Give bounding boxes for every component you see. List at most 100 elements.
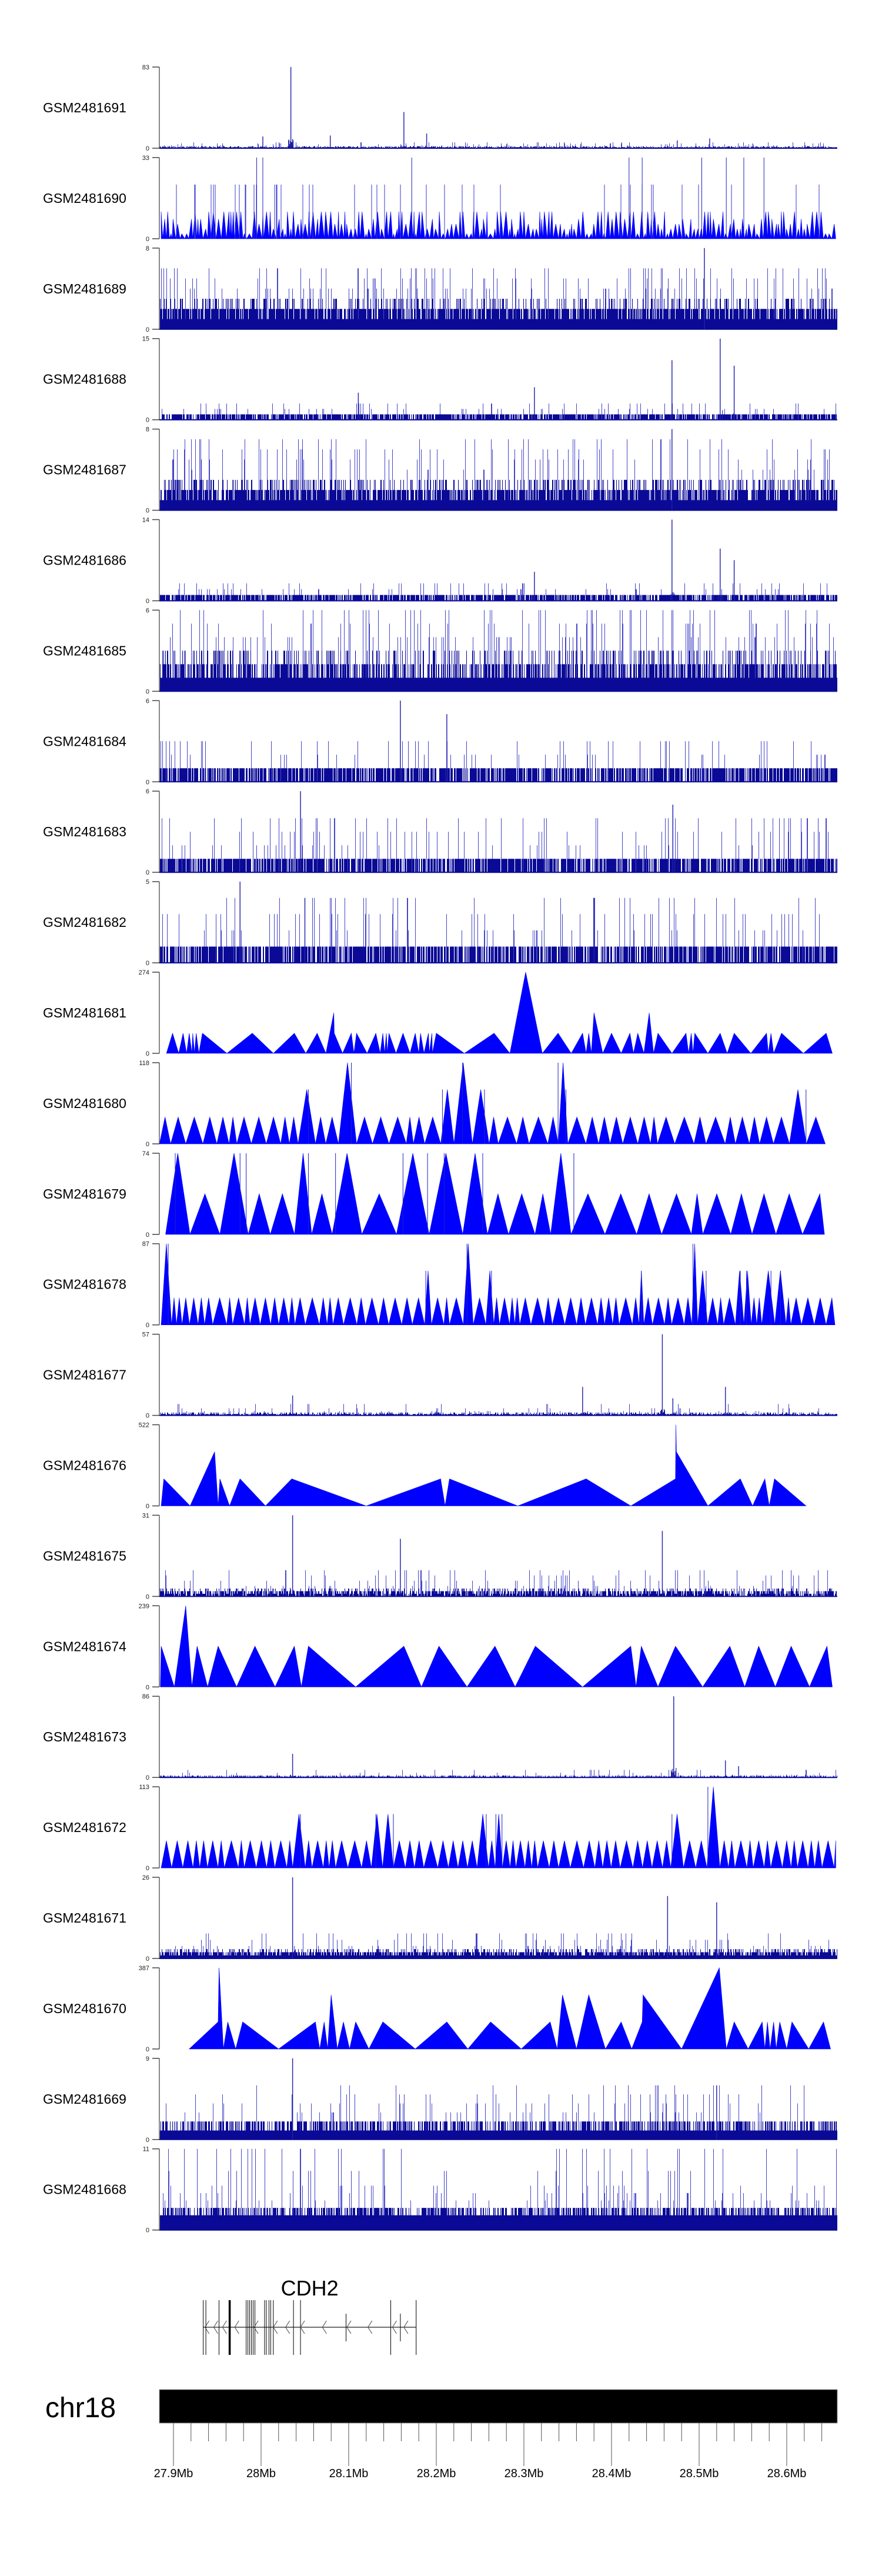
track-gsm2481679: GSM2481679 74 0 — [43, 1150, 825, 1239]
x-tick-label: 28.2Mb — [417, 2467, 456, 2480]
y-tick-label-max: 57 — [142, 1332, 149, 1339]
y-tick-label-zero: 0 — [146, 1503, 149, 1510]
y-tick-label-zero: 0 — [146, 1232, 149, 1239]
y-tick-label-max: 33 — [142, 155, 149, 162]
track-gsm2481687: GSM2481687 8 0 — [43, 426, 837, 515]
track-label: GSM2481689 — [43, 281, 126, 296]
y-tick-label-zero: 0 — [146, 960, 149, 967]
track-label: GSM2481685 — [43, 643, 126, 658]
coverage-bars — [160, 299, 837, 329]
coverage-area — [161, 211, 836, 240]
y-tick-label-max: 31 — [142, 1512, 149, 1519]
y-tick-label-zero: 0 — [146, 326, 149, 333]
strand-arrow-icon — [403, 2320, 409, 2334]
y-tick-label-zero: 0 — [146, 688, 149, 695]
track-gsm2481690: GSM2481690 33 0 — [43, 155, 836, 243]
track-label: GSM2481686 — [43, 553, 126, 568]
y-tick-label-zero: 0 — [146, 1774, 149, 1781]
coverage-area — [165, 1153, 825, 1235]
y-tick-label-max: 6 — [146, 698, 149, 705]
track-gsm2481689: GSM2481689 8 0 — [43, 245, 837, 333]
gene-track: CDH2 — [203, 2276, 417, 2355]
x-tick-label: 28.6Mb — [767, 2467, 807, 2480]
y-tick-label-max: 8 — [146, 426, 149, 433]
y-tick-label-zero: 0 — [146, 145, 149, 152]
track-label: GSM2481673 — [43, 1729, 126, 1744]
strand-arrow-icon — [392, 2320, 397, 2334]
y-tick-label-max: 6 — [146, 607, 149, 614]
track-label: GSM2481668 — [43, 2182, 126, 2197]
track-gsm2481672: GSM2481672 113 0 — [43, 1784, 836, 1872]
y-tick-label-zero: 0 — [146, 417, 149, 424]
x-tick-label: 28Mb — [246, 2467, 276, 2480]
track-label: GSM2481678 — [43, 1277, 126, 1292]
track-gsm2481688: GSM2481688 15 0 — [43, 336, 837, 424]
coverage-spikes — [164, 142, 824, 148]
coverage-area — [160, 1606, 833, 1688]
track-label: GSM2481681 — [43, 1005, 126, 1020]
y-tick-label-max: 113 — [139, 1784, 149, 1791]
strand-arrow-icon — [205, 2320, 210, 2334]
track-label: GSM2481680 — [43, 1096, 126, 1111]
coverage-spikes — [182, 1770, 836, 1778]
strand-arrow-icon — [234, 2320, 239, 2334]
y-tick-label-zero: 0 — [146, 508, 149, 515]
coverage-bars — [162, 414, 837, 420]
track-label: GSM2481677 — [43, 1367, 126, 1383]
y-tick-label-zero: 0 — [146, 869, 149, 876]
coverage-bars — [160, 946, 837, 963]
y-tick-label-max: 5 — [146, 879, 149, 886]
coverage-bars — [160, 859, 837, 873]
track-gsm2481685: GSM2481685 6 0 — [43, 607, 837, 695]
y-tick-label-max: 6 — [146, 788, 149, 795]
y-tick-label-max: 239 — [139, 1603, 149, 1610]
y-tick-label-max: 274 — [139, 969, 149, 976]
track-label: GSM2481674 — [43, 1639, 126, 1654]
track-label: GSM2481669 — [43, 2091, 126, 2107]
coverage-bars — [160, 768, 837, 782]
track-label: GSM2481676 — [43, 1458, 126, 1473]
strand-arrow-icon — [285, 2320, 290, 2334]
y-tick-label-zero: 0 — [146, 236, 149, 243]
track-label: GSM2481683 — [43, 824, 126, 839]
track-label: GSM2481670 — [43, 2001, 126, 2016]
chromosome-axis: chr18 27.9Mb 28Mb 28.1Mb 28.2Mb 28.3Mb 28.4Mb 2… — [45, 2389, 838, 2480]
y-tick-label-zero: 0 — [146, 1413, 149, 1420]
x-tick-label: 27.9Mb — [154, 2467, 193, 2480]
y-tick-label-zero: 0 — [146, 2046, 149, 2053]
y-tick-label-max: 26 — [142, 1874, 149, 1881]
track-gsm2481683: GSM2481683 6 0 — [43, 788, 837, 876]
coverage-bars — [160, 2121, 837, 2140]
coverage-spikes — [178, 1404, 819, 1416]
coverage-spikes — [176, 184, 820, 239]
track-gsm2481670: GSM2481670 387 0 — [43, 1965, 831, 2053]
y-tick-label-max: 74 — [142, 1150, 149, 1157]
track-label: GSM2481687 — [43, 462, 126, 478]
coverage-area — [161, 1787, 836, 1868]
y-tick-label-max: 83 — [142, 64, 149, 71]
x-tick-label: 28.5Mb — [680, 2467, 719, 2480]
strand-arrow-icon — [222, 2320, 227, 2334]
coverage-area — [166, 972, 833, 1055]
y-tick-label-zero: 0 — [146, 1322, 149, 1329]
x-tick-label: 28.1Mb — [329, 2467, 369, 2480]
y-tick-label-zero: 0 — [146, 1141, 149, 1148]
track-gsm2481674: GSM2481674 239 0 — [43, 1603, 833, 1691]
y-tick-label-max: 8 — [146, 245, 149, 252]
y-tick-label-max: 9 — [146, 2056, 149, 2063]
track-gsm2481691: GSM2481691 83 0 — [43, 64, 837, 152]
track-gsm2481678: GSM2481678 87 0 — [43, 1241, 836, 1329]
x-tick-label: 28.4Mb — [592, 2467, 632, 2480]
y-tick-label-zero: 0 — [146, 1956, 149, 1963]
y-tick-label-zero: 0 — [146, 779, 149, 786]
track-label: GSM2481675 — [43, 1548, 126, 1563]
y-tick-label-max: 522 — [139, 1422, 149, 1429]
gene-label: CDH2 — [281, 2276, 339, 2300]
track-label: GSM2481690 — [43, 191, 126, 206]
strand-arrow-icon — [368, 2320, 373, 2334]
y-tick-label-max: 387 — [139, 1965, 149, 1972]
y-tick-label-max: 15 — [142, 336, 149, 343]
strand-arrow-icon — [300, 2320, 305, 2334]
coverage-area — [189, 1967, 831, 2050]
track-label: GSM2481672 — [43, 1820, 126, 1835]
